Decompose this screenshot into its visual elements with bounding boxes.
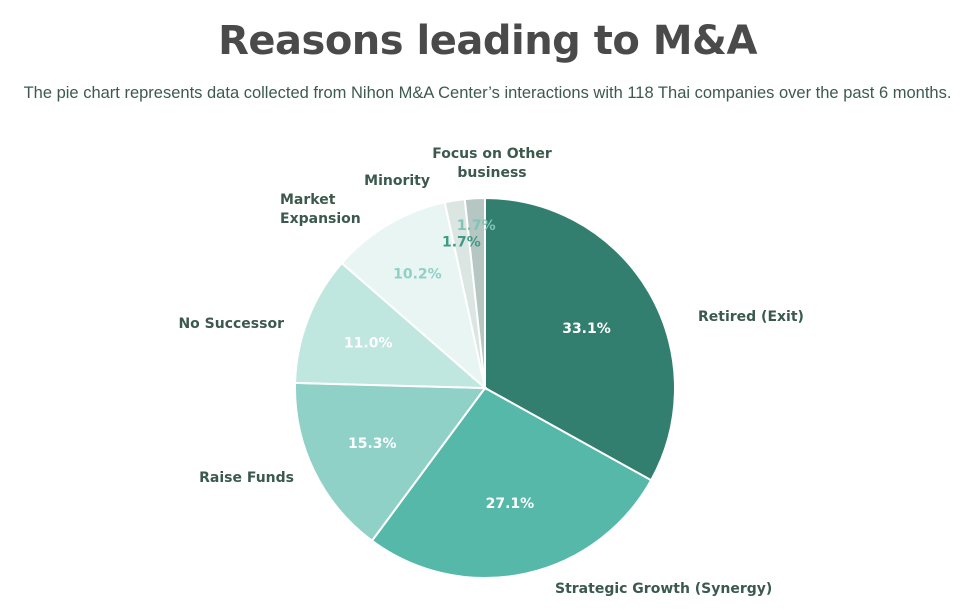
pie-slice [340,201,487,391]
pie-slices [294,196,676,579]
pie-slice [294,261,488,390]
pie-category-label: Focus on Other business [432,146,552,181]
pie-category-label: No Successor [178,316,284,332]
pie-slice [484,196,676,482]
pie-percent-label: 33.1% [562,321,611,337]
pie-percent-labels: 33.1%27.1%15.3%11.0%10.2%1.7%1.7% [344,218,611,512]
pie-percent-label: 11.0% [344,335,393,351]
pie-category-label: Strategic Growth (Synergy) [555,581,772,597]
pie-percent-label: 10.2% [393,267,442,283]
pie-category-labels: Retired (Exit) Strategic Growth (Synergy)… [178,146,804,597]
pie-slice [370,386,653,579]
pie-category-label: Retired (Exit) [698,309,804,325]
pie-category-label: Minority [364,173,430,189]
chart-title: Reasons leading to M&A [218,18,757,64]
pie-percent-label: 15.3% [348,436,397,452]
pie-category-label: Market Expansion [280,192,361,227]
chart-subtitle: The pie chart represents data collected … [23,84,952,102]
pie-category-label: Raise Funds [199,470,294,486]
pie-slice [463,196,486,389]
pie-percent-label: 27.1% [486,496,535,512]
pie-slice [294,381,487,543]
pie-percent-label: 1.7% [457,218,496,234]
pie-percent-label: 1.7% [442,235,481,251]
